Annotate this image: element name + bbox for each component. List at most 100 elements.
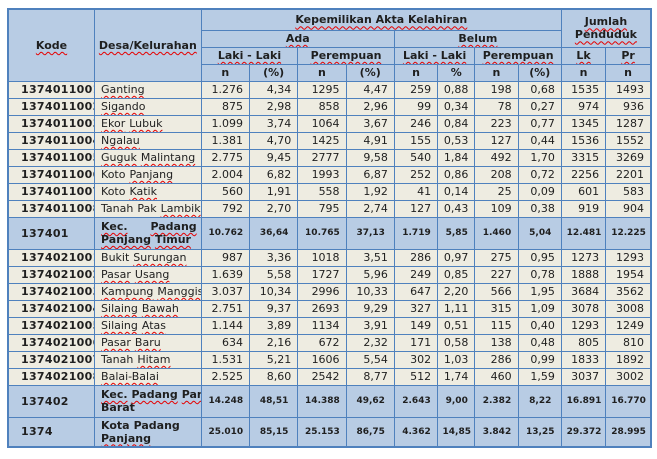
value-cell: 78	[474, 97, 519, 116]
value-cell: 2,98	[248, 97, 299, 116]
value-cell: 1,91	[248, 182, 299, 201]
header-ada-perempuan: Perempuan	[297, 46, 395, 65]
value-cell: 9,29	[345, 299, 395, 318]
value-cell: 792	[200, 199, 250, 218]
value-cell: 25	[474, 182, 519, 201]
value-cell: 127	[393, 199, 439, 218]
value-cell: 2.643	[393, 384, 439, 418]
header-pct-2: (%)	[345, 63, 395, 82]
village-name-word: Hitam	[137, 353, 171, 366]
value-cell: 2.004	[200, 165, 250, 184]
value-cell: 9,37	[248, 299, 299, 318]
value-cell: 974	[560, 97, 607, 116]
village-name-word: Manggis	[157, 285, 202, 298]
value-cell: 1.719	[393, 216, 439, 250]
value-cell: 1018	[297, 248, 347, 267]
header-belum: Belum	[393, 29, 562, 48]
value-cell: 99	[393, 97, 439, 116]
value-cell: 6,87	[345, 165, 395, 184]
value-cell: 223	[474, 114, 519, 133]
code-cell: 1374011005	[7, 148, 96, 167]
village-name-word: Ekor	[101, 117, 126, 130]
value-cell: 3,36	[248, 248, 299, 267]
value-cell: 560	[200, 182, 250, 201]
code-cell: 1374011007	[7, 182, 96, 201]
header-lk: Lk	[560, 46, 607, 65]
header-ada-label: Ada	[285, 32, 310, 45]
value-cell: 1249	[605, 316, 652, 335]
value-cell: 0,27	[517, 97, 562, 116]
summary-row: 137402Kec.PadangPanjangBarat14.24848,511…	[7, 384, 652, 418]
value-cell: 0,68	[517, 80, 562, 99]
value-cell: 672	[297, 333, 347, 352]
value-cell: 1273	[560, 248, 607, 267]
code-cell: 1374021004	[7, 299, 96, 318]
village-name-word: Tanah	[101, 353, 134, 366]
value-cell: 1552	[605, 131, 652, 150]
header-n-3: n	[393, 63, 439, 82]
value-cell: 109	[474, 199, 519, 218]
village-name-word: Panjang	[181, 388, 200, 401]
value-cell: 875	[200, 97, 250, 116]
value-cell: 1,59	[517, 367, 562, 386]
value-cell: 0,88	[437, 80, 476, 99]
village-name-word: Balai-Balai	[101, 370, 159, 383]
code-cell: 1374021008	[7, 367, 96, 386]
table-row: 1374021002 Pasar Usang 1.639 5,58 1727 5,96 249…	[7, 265, 652, 284]
village-name-word: Lambik	[160, 202, 201, 215]
table-row: 1374021003 Kampung Manggis 3.037 10,34 2996 10…	[7, 282, 652, 301]
value-cell: 3,91	[345, 316, 395, 335]
value-cell: 1727	[297, 265, 347, 284]
code-cell: 1374021001	[7, 248, 96, 267]
value-cell: 3002	[605, 367, 652, 386]
value-cell: 4,70	[248, 131, 299, 150]
value-cell: 2201	[605, 165, 652, 184]
value-cell: 259	[393, 80, 439, 99]
value-cell: 1293	[560, 316, 607, 335]
table-row: 1374011002 Sigando 875 2,98 858 2,96 99 0,34 78 0…	[7, 97, 652, 116]
value-cell: 2.751	[200, 299, 250, 318]
village-name-word: Koto	[101, 168, 126, 181]
value-cell: 0,44	[517, 131, 562, 150]
value-cell: 2693	[297, 299, 347, 318]
value-cell: 28.995	[605, 416, 652, 447]
value-cell: 10,34	[248, 282, 299, 301]
value-cell: 1892	[605, 350, 652, 369]
header-ada: Ada	[200, 29, 395, 48]
value-cell: 2,20	[437, 282, 476, 301]
village-name-cell: Pasar Baru	[94, 333, 202, 352]
value-cell: 1,74	[437, 367, 476, 386]
header-pr-label: Pr	[621, 49, 635, 62]
value-cell: 1134	[297, 316, 347, 335]
value-cell: 10.762	[200, 216, 250, 250]
value-cell: 10.765	[297, 216, 347, 250]
value-cell: 0,53	[437, 131, 476, 150]
value-cell: 155	[393, 131, 439, 150]
header-ada-laki: Laki - Laki	[200, 46, 299, 65]
value-cell: 0,86	[437, 165, 476, 184]
value-cell: 12.481	[560, 216, 607, 250]
header-ada-perempuan-label: Perempuan	[310, 49, 382, 62]
value-cell: 2,32	[345, 333, 395, 352]
table-row: 1374021006 Pasar Baru 634 2,16 672 2,32 171 0,58…	[7, 333, 652, 352]
value-cell: 1993	[297, 165, 347, 184]
value-cell: 1,84	[437, 148, 476, 167]
value-cell: 2.525	[200, 367, 250, 386]
value-cell: 5,54	[345, 350, 395, 369]
village-name-word: Sigando	[101, 100, 146, 113]
header-pct-3: %	[437, 63, 476, 82]
village-name-word: Malintang	[140, 151, 196, 164]
header-belum-perempuan: Perempuan	[474, 46, 562, 65]
village-name-word: Bawah	[141, 302, 179, 315]
header-pr: Pr	[605, 46, 652, 65]
value-cell: 1.099	[200, 114, 250, 133]
code-cell: 137402	[7, 384, 96, 418]
village-name-word: Kota	[101, 418, 130, 432]
value-cell: 566	[474, 282, 519, 301]
value-cell: 5,04	[517, 216, 562, 250]
value-cell: 0,78	[517, 265, 562, 284]
header-desa-label: Desa/Kelurahan	[98, 38, 197, 52]
value-cell: 1,92	[345, 182, 395, 201]
value-cell: 327	[393, 299, 439, 318]
code-cell: 1374	[7, 416, 96, 447]
